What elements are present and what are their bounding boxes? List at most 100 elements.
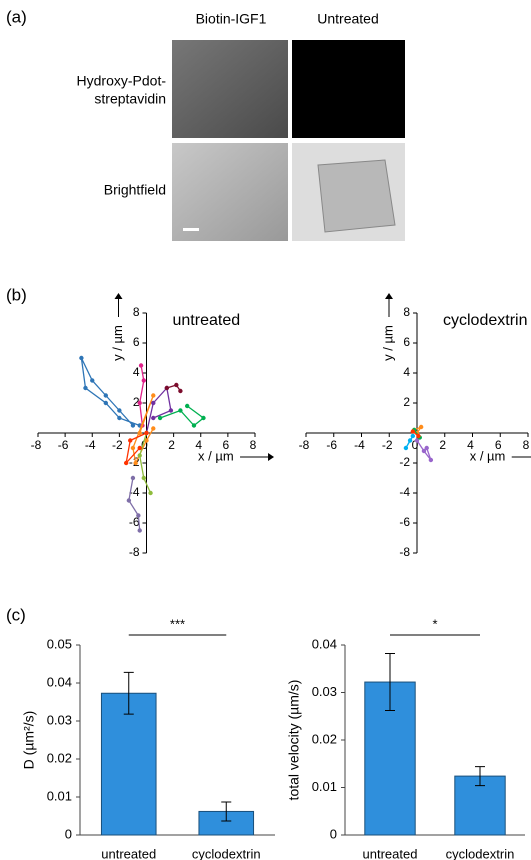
significance-label: * (432, 616, 437, 631)
x-tick-label: -6 (326, 438, 337, 452)
y-axis-label: D (µm²/s) (21, 711, 37, 770)
trajectory-point (117, 415, 122, 421)
x-tick-label: 2 (439, 438, 446, 452)
y-axis-label: y / µm (110, 325, 125, 361)
x-axis-label: x / µm (470, 448, 506, 463)
trajectory-point (128, 438, 133, 443)
trajectory (139, 365, 145, 426)
row-label: streptavidin (94, 91, 166, 107)
trajectory (139, 432, 152, 494)
y-tick-label: 8 (403, 305, 410, 319)
panel-label: (b) (6, 285, 27, 304)
trajectory-point (151, 426, 156, 431)
y-tick-label: 0.03 (312, 684, 337, 699)
y-tick-label: -4 (399, 485, 410, 499)
trajectory-point (410, 433, 416, 439)
y-tick-label: 0.04 (47, 674, 72, 689)
y-tick-label: 4 (403, 365, 410, 379)
trajectory-point (137, 430, 142, 436)
trajectory-point (174, 382, 179, 388)
error-bar (221, 801, 232, 822)
chart-title: untreated (173, 312, 241, 329)
trajectory-point (83, 385, 88, 391)
y-tick-label: -8 (399, 545, 410, 559)
trajectory-point (428, 457, 434, 463)
trajectory-point (103, 400, 109, 406)
trajectory-point (130, 445, 136, 451)
significance-label: *** (170, 616, 185, 631)
x-tick-label: 6 (223, 438, 230, 452)
trajectory-point (141, 378, 146, 383)
x-tick-label: 4 (195, 438, 202, 452)
trajectory-point (137, 400, 142, 406)
trajectory (132, 395, 154, 466)
row-label: Hydroxy-Pdot- (77, 73, 167, 89)
x-tick-label: -4 (354, 438, 365, 452)
trajectory (416, 440, 432, 461)
trajectory-point (151, 400, 156, 406)
y-tick-label: 0 (65, 826, 72, 841)
trajectory-point (136, 513, 141, 518)
y-tick-label: -8 (129, 545, 140, 559)
trajectory (145, 386, 172, 434)
trajectory (80, 357, 140, 427)
y-tick-label: 0.05 (47, 636, 72, 651)
y-tick-label: 6 (133, 335, 140, 349)
y-axis-label: total velocity (µm/s) (286, 680, 302, 801)
micrograph (172, 40, 288, 138)
y-tick-label: -6 (399, 515, 410, 529)
axis-arrow-head (385, 293, 393, 299)
axis-arrow-head (268, 453, 275, 461)
y-tick-label: -6 (129, 515, 140, 529)
trajectory-point (421, 448, 427, 454)
trajectory-point (191, 423, 197, 428)
trajectory-point (403, 445, 409, 451)
row-label: Brightfield (104, 182, 166, 198)
micrograph (172, 143, 288, 241)
bar (100, 692, 157, 836)
micrograph (292, 40, 405, 138)
cell-cluster (317, 159, 396, 233)
column-header: Untreated (317, 11, 378, 27)
y-tick-label: -2 (399, 455, 410, 469)
error-bar (385, 653, 395, 712)
axis-arrow-head (114, 293, 123, 299)
y-tick-label: 6 (403, 335, 410, 349)
trajectory-point (123, 460, 129, 466)
x-tick-label: untreated (363, 846, 418, 860)
x-tick-label: 6 (495, 438, 502, 452)
x-tick-label: 8 (250, 438, 257, 452)
trajectory-point (126, 498, 132, 503)
trajectory-point (137, 528, 142, 533)
x-tick-label: 8 (523, 438, 530, 452)
trajectory-point (151, 415, 156, 421)
trajectory-point (178, 408, 183, 413)
trajectory-point (178, 388, 183, 394)
trajectory (128, 477, 141, 531)
y-axis-label: y / µm (380, 325, 395, 361)
trajectory-point (201, 415, 206, 421)
trajectory-point (137, 453, 142, 458)
trajectory-point (164, 385, 170, 391)
column-header: Biotin-IGF1 (196, 11, 267, 27)
trajectory-point (144, 438, 149, 443)
trajectory (125, 432, 147, 466)
trajectory-point (168, 408, 174, 413)
trajectory-point (410, 429, 416, 434)
trajectory-point (148, 490, 153, 496)
trajectory-point (416, 433, 421, 439)
x-tick-label: 4 (467, 438, 474, 452)
x-tick-label: cyclodextrin (446, 846, 515, 860)
error-bar (123, 671, 134, 715)
y-tick-label: 4 (133, 365, 140, 379)
trajectory-point (138, 363, 144, 368)
error-bar (475, 766, 485, 787)
y-tick-label: 0.01 (47, 788, 72, 803)
trajectory-point (424, 445, 429, 451)
scale-bar (183, 228, 199, 231)
trajectory-point (137, 445, 142, 451)
x-tick-label: cyclodextrin (192, 846, 261, 860)
x-tick-label: -4 (85, 438, 96, 452)
x-tick-label: untreated (101, 846, 156, 860)
